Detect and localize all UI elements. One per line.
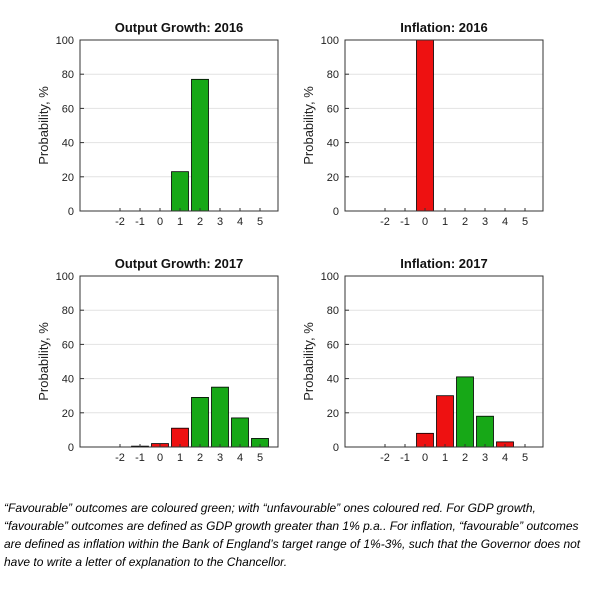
x-tick-label: 4 [502, 216, 508, 228]
x-tick-label: -2 [115, 216, 125, 228]
y-tick-label: 40 [62, 138, 74, 150]
x-tick-label: 5 [257, 216, 263, 228]
x-tick-label: -2 [380, 216, 390, 228]
y-tick-label: 80 [62, 69, 74, 81]
y-tick-label: 100 [321, 35, 339, 47]
x-tick-label: -1 [135, 216, 145, 228]
bar-0 [416, 39, 434, 212]
x-tick-label: 1 [442, 216, 448, 228]
bar-4 [231, 417, 249, 448]
x-tick-label: 5 [522, 216, 528, 228]
plot-frame [79, 39, 279, 212]
x-tick-label: 2 [462, 216, 468, 228]
bar-1 [171, 171, 189, 212]
y-tick-label: 60 [62, 103, 74, 115]
y-tick-label: 40 [327, 374, 339, 386]
y-tick-label: 60 [327, 339, 339, 351]
x-tick-label: -2 [115, 452, 125, 464]
y-tick-label: 20 [62, 172, 74, 184]
y-tick-label: 20 [62, 408, 74, 420]
y-tick-label: 80 [327, 305, 339, 317]
y-tick-label: 20 [327, 172, 339, 184]
y-axis-label: Probability, % [36, 86, 51, 165]
y-tick-label: 100 [321, 271, 339, 283]
chart-title: Output Growth: 2017 [115, 256, 244, 271]
x-tick-label: 5 [522, 452, 528, 464]
y-tick-label: 40 [62, 374, 74, 386]
y-tick-label: 0 [68, 206, 74, 218]
y-axis-label: Probability, % [301, 86, 316, 165]
plot-frame [79, 275, 279, 448]
y-tick-label: 80 [327, 69, 339, 81]
x-tick-label: 5 [257, 452, 263, 464]
x-tick-label: 0 [422, 216, 428, 228]
y-axis-label: Probability, % [301, 322, 316, 401]
y-tick-label: 80 [62, 305, 74, 317]
y-tick-label: 0 [333, 206, 339, 218]
y-tick-label: 0 [68, 442, 74, 454]
x-tick-label: 3 [217, 216, 223, 228]
figure-caption: “Favourable” outcomes are coloured green… [4, 501, 581, 569]
bar-2 [191, 78, 209, 212]
x-tick-label: 4 [237, 216, 243, 228]
x-tick-label: 4 [502, 452, 508, 464]
x-tick-label: 3 [482, 216, 488, 228]
x-tick-label: 4 [237, 452, 243, 464]
y-tick-label: 0 [333, 442, 339, 454]
x-tick-label: 0 [157, 452, 163, 464]
x-tick-label: -2 [380, 452, 390, 464]
bar-2 [191, 397, 209, 448]
chart-title: Output Growth: 2016 [115, 20, 244, 35]
chart-title: Inflation: 2016 [400, 20, 487, 35]
x-tick-label: -1 [400, 216, 410, 228]
y-tick-label: 100 [56, 35, 74, 47]
y-tick-label: 100 [56, 271, 74, 283]
bar-1 [436, 395, 454, 448]
x-tick-label: 0 [422, 452, 428, 464]
x-tick-label: 2 [197, 216, 203, 228]
plot-frame [344, 39, 544, 212]
y-tick-label: 60 [62, 339, 74, 351]
x-tick-label: 1 [442, 452, 448, 464]
x-tick-label: 2 [197, 452, 203, 464]
plot-frame [344, 275, 544, 448]
x-tick-label: 3 [482, 452, 488, 464]
x-tick-label: -1 [400, 452, 410, 464]
plot-area [345, 40, 543, 211]
bar-2 [456, 376, 474, 448]
x-tick-label: 1 [177, 452, 183, 464]
chart-output-growth-2016: 0 20 40 60 80 100 -2 -1 0 1 2 3 4 5 Output Growth: 201… [36, 20, 279, 228]
chart-inflation-2017: 0 20 40 60 80 100 -2 -1 0 1 2 3 4 5 Inflation: 2017 Pro… [301, 256, 544, 464]
y-tick-label: 60 [327, 103, 339, 115]
x-tick-label: -1 [135, 452, 145, 464]
x-tick-label: 2 [462, 452, 468, 464]
chart-output-growth-2017: 0 20 40 60 80 100 -2 -1 0 1 2 3 4 5 Output Growth: 201… [36, 256, 279, 464]
x-tick-label: 0 [157, 216, 163, 228]
bar-3 [476, 415, 494, 448]
y-axis-label: Probability, % [36, 322, 51, 401]
y-tick-label: 40 [327, 138, 339, 150]
y-tick-label: 20 [327, 408, 339, 420]
chart-title: Inflation: 2017 [400, 256, 487, 271]
x-tick-label: 1 [177, 216, 183, 228]
chart-inflation-2016: 0 20 40 60 80 100 -2 -1 0 1 2 3 4 5 Inflation: 2016 Pro… [301, 20, 544, 228]
bar-3 [211, 386, 229, 448]
x-tick-label: 3 [217, 452, 223, 464]
